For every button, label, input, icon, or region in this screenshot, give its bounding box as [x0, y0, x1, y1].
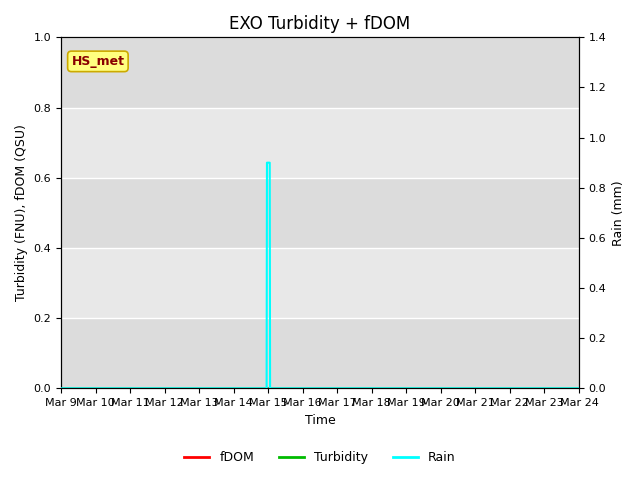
Bar — [61, 108, 579, 178]
Title: EXO Turbidity + fDOM: EXO Turbidity + fDOM — [229, 15, 411, 33]
Y-axis label: Rain (mm): Rain (mm) — [612, 180, 625, 246]
Bar — [61, 248, 579, 318]
Bar — [61, 37, 579, 108]
Bar — [61, 178, 579, 248]
X-axis label: Time: Time — [305, 414, 335, 427]
Bar — [61, 318, 579, 388]
Text: HS_met: HS_met — [72, 55, 124, 68]
Legend: fDOM, Turbidity, Rain: fDOM, Turbidity, Rain — [179, 446, 461, 469]
Y-axis label: Turbidity (FNU), fDOM (QSU): Turbidity (FNU), fDOM (QSU) — [15, 124, 28, 301]
